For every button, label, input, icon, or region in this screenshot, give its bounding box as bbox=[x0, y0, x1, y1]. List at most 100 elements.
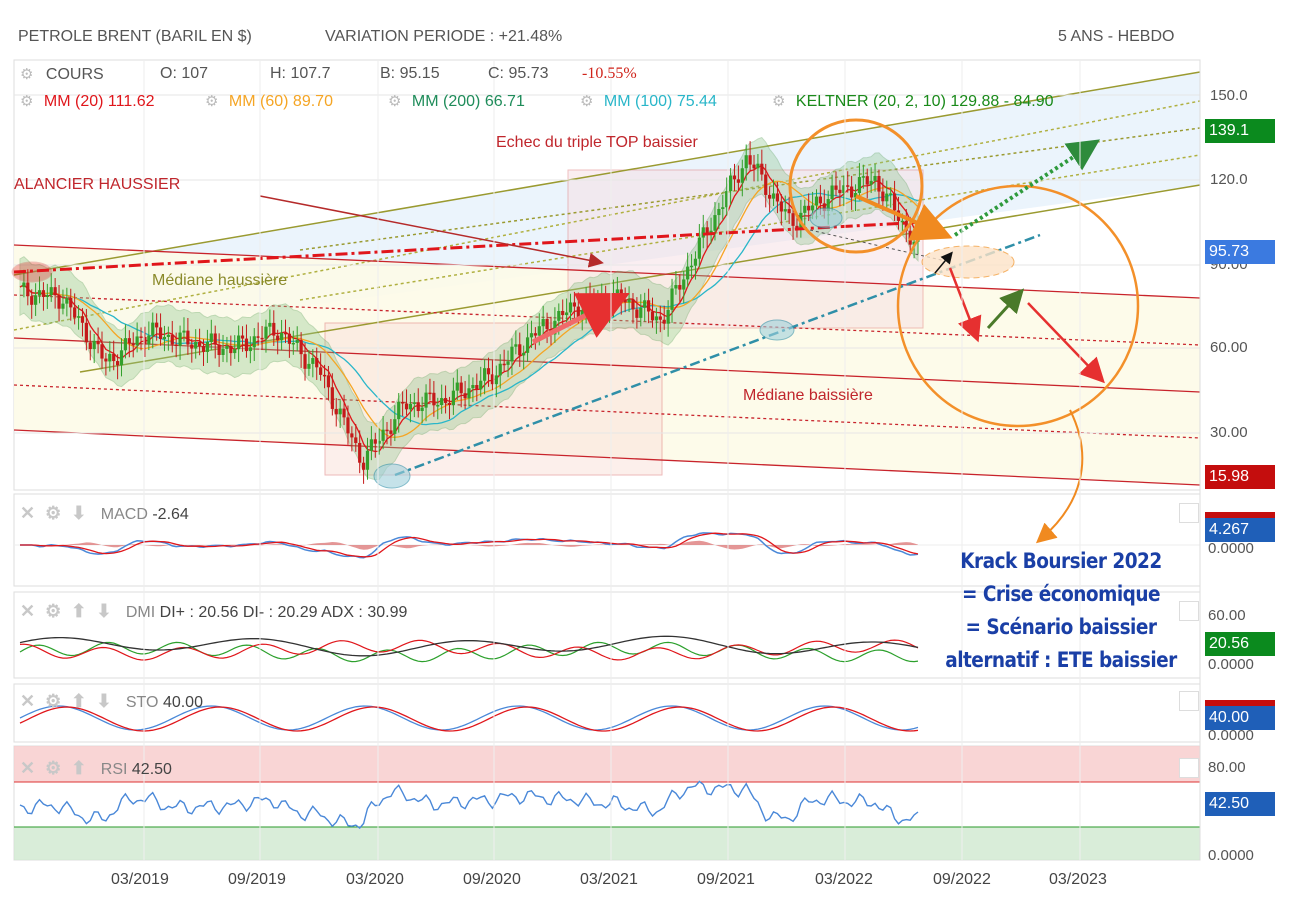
variation-label: VARIATION PERIODE : +21.48% bbox=[325, 28, 563, 45]
candle-body bbox=[416, 402, 420, 412]
arrow-down-icon[interactable]: ⬇ bbox=[71, 503, 87, 523]
gear-icon[interactable]: ⚙ bbox=[580, 93, 594, 110]
neckline bbox=[13, 220, 926, 274]
mm20-legend[interactable]: ⚙ MM (20) 111.62 bbox=[20, 93, 155, 110]
candle-body bbox=[584, 296, 588, 311]
close-value: C: 95.73 bbox=[488, 65, 549, 82]
candle-body bbox=[764, 174, 768, 195]
cours-legend[interactable]: ⚙ COURS bbox=[20, 66, 104, 83]
candle-body bbox=[791, 213, 795, 226]
candle-body bbox=[170, 334, 174, 345]
candle-body bbox=[264, 326, 268, 339]
candle-body bbox=[147, 335, 151, 345]
gear-icon[interactable]: ⚙ bbox=[45, 758, 62, 778]
gear-icon[interactable]: ⚙ bbox=[772, 93, 786, 110]
olive-up-arrow bbox=[986, 288, 1025, 330]
candle-body bbox=[361, 462, 366, 470]
candle-body bbox=[182, 330, 186, 333]
gear-icon[interactable]: ⚙ bbox=[205, 93, 219, 110]
candle-body bbox=[131, 343, 135, 346]
dmi-checkbox[interactable] bbox=[1179, 601, 1199, 621]
candle-body bbox=[615, 289, 619, 294]
sto-zero-tick: 0.0000 bbox=[1208, 727, 1254, 744]
candle-body bbox=[818, 196, 822, 204]
candle-body bbox=[57, 295, 61, 309]
candle-body bbox=[22, 282, 26, 288]
rsi-checkbox[interactable] bbox=[1179, 758, 1199, 778]
arrow-down-icon[interactable]: ⬇ bbox=[96, 691, 112, 711]
candle-body bbox=[158, 327, 163, 340]
gear-icon[interactable]: ⚙ bbox=[388, 93, 402, 110]
candle-body bbox=[506, 361, 510, 365]
candle-body bbox=[34, 295, 38, 305]
mm60-legend[interactable]: ⚙ MM (60) 89.70 bbox=[205, 93, 333, 110]
sto-d-line bbox=[19, 706, 919, 732]
mm200-legend[interactable]: ⚙ MM (200) 66.71 bbox=[388, 93, 525, 110]
candle-body bbox=[194, 341, 198, 349]
candle-body bbox=[84, 322, 88, 343]
arrow-up-icon[interactable]: ⬆ bbox=[71, 758, 87, 778]
x-tick: 09/2020 bbox=[463, 871, 521, 888]
gear-icon[interactable]: ⚙ bbox=[20, 66, 34, 83]
candle-body bbox=[717, 209, 721, 216]
candle-body bbox=[650, 311, 655, 321]
candle-body bbox=[76, 316, 81, 318]
arrow-down-icon[interactable]: ⬇ bbox=[96, 601, 112, 621]
candle-body bbox=[326, 375, 331, 388]
candle-body bbox=[291, 342, 295, 345]
candle-body bbox=[529, 333, 534, 338]
candle-body bbox=[319, 367, 323, 375]
candle-body bbox=[647, 300, 651, 312]
gear-icon[interactable]: ⚙ bbox=[20, 93, 34, 110]
krack-note: Krack Boursier 2022 = Crise économique =… bbox=[945, 549, 1177, 672]
candle-body bbox=[803, 205, 807, 213]
candle-body bbox=[393, 419, 397, 434]
candle-body bbox=[401, 401, 405, 404]
candle-body bbox=[662, 319, 666, 324]
candle-body bbox=[900, 220, 904, 223]
macd-checkbox[interactable] bbox=[1179, 503, 1199, 523]
candle-body bbox=[65, 297, 69, 304]
sto-value-marker: 40.00 bbox=[1205, 706, 1275, 730]
period-label[interactable]: 5 ANS - HEBDO bbox=[1058, 28, 1175, 45]
candle-body bbox=[631, 299, 635, 310]
candle-body bbox=[483, 368, 487, 381]
candle-body bbox=[846, 185, 850, 187]
candle-body bbox=[404, 403, 409, 410]
keltner-band bbox=[19, 137, 919, 481]
arrow-up-icon[interactable]: ⬆ bbox=[71, 601, 87, 621]
candle-body bbox=[385, 429, 389, 432]
close-icon[interactable]: ✕ bbox=[20, 503, 36, 523]
close-icon[interactable]: ✕ bbox=[20, 601, 36, 621]
candle-body bbox=[190, 344, 194, 349]
instrument-title: PETROLE BRENT (BARIL EN $) bbox=[18, 28, 252, 45]
candle-body bbox=[428, 392, 432, 395]
sto-checkbox[interactable] bbox=[1179, 691, 1199, 711]
candle-body bbox=[61, 303, 65, 309]
gear-icon[interactable]: ⚙ bbox=[45, 503, 62, 523]
candle-body bbox=[541, 319, 545, 327]
candle-body bbox=[201, 345, 206, 352]
arrow-up-icon[interactable]: ⬆ bbox=[71, 691, 87, 711]
candle-body bbox=[486, 368, 491, 375]
candle-body bbox=[865, 176, 869, 185]
candle-body bbox=[443, 398, 448, 403]
candle-body bbox=[162, 336, 167, 340]
close-icon[interactable]: ✕ bbox=[20, 691, 36, 711]
candle-body bbox=[697, 237, 701, 259]
sto-header: ✕ ⚙ ⬆ ⬇ STO 40.00 bbox=[20, 691, 203, 711]
keltner-legend[interactable]: ⚙ KELTNER (20, 2, 10) 129.88 - 84.90 bbox=[772, 93, 1054, 110]
gear-icon[interactable]: ⚙ bbox=[45, 601, 62, 621]
mm100-legend[interactable]: ⚙ MM (100) 75.44 bbox=[580, 93, 717, 110]
gear-icon[interactable]: ⚙ bbox=[45, 691, 62, 711]
balancier-annotation: ALANCIER HAUSSIER bbox=[14, 176, 181, 193]
candle-body bbox=[178, 332, 182, 346]
candle-body bbox=[701, 227, 705, 238]
top-ellipse-small bbox=[809, 207, 843, 229]
candle-body bbox=[459, 382, 463, 394]
close-icon[interactable]: ✕ bbox=[20, 758, 36, 778]
orange-down-arrow bbox=[855, 194, 953, 241]
candle-body bbox=[408, 403, 413, 410]
x-tick: 03/2020 bbox=[346, 871, 404, 888]
